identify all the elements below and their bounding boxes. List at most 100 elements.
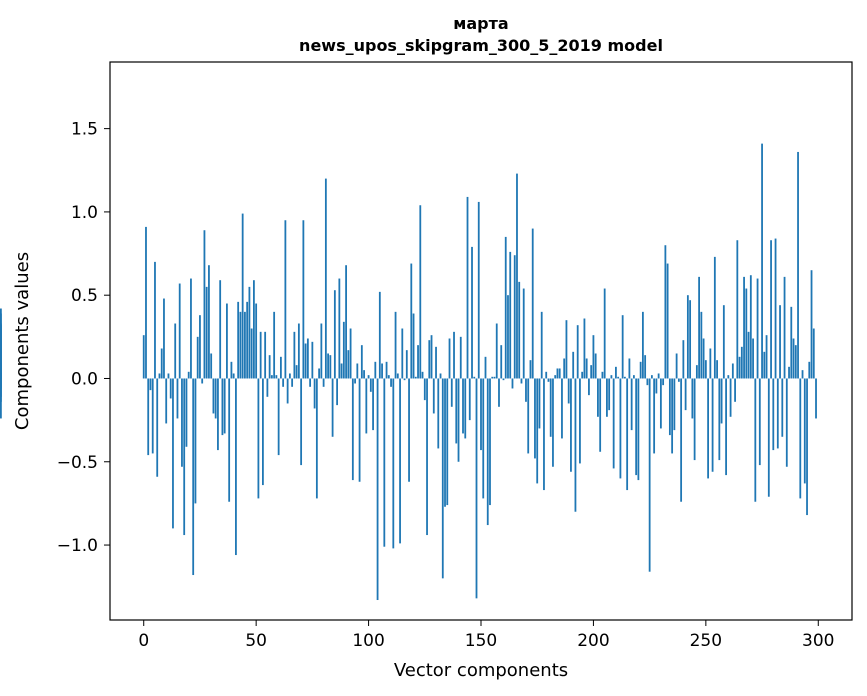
bar	[581, 371, 584, 379]
bar	[502, 378, 505, 381]
bar	[181, 378, 183, 467]
bar	[588, 378, 590, 396]
bar	[320, 323, 323, 379]
bar	[394, 311, 397, 379]
bar	[167, 373, 170, 379]
bar	[628, 358, 631, 379]
bar	[646, 378, 649, 386]
bar	[752, 338, 754, 379]
bar	[624, 376, 626, 379]
bar	[563, 358, 566, 379]
bar	[475, 378, 478, 599]
bar	[196, 336, 199, 379]
bar	[657, 373, 660, 379]
bar	[291, 378, 294, 387]
bar	[785, 378, 788, 467]
bar	[668, 378, 671, 436]
bar	[538, 378, 541, 429]
bar	[288, 373, 291, 379]
bar	[374, 361, 377, 379]
bar	[653, 378, 656, 454]
bar	[722, 305, 725, 379]
bar	[250, 328, 253, 379]
bars-group	[0, 143, 817, 601]
bar	[610, 375, 613, 379]
bar	[711, 378, 714, 472]
bar	[648, 378, 651, 572]
bar	[160, 348, 163, 379]
bar	[626, 378, 629, 491]
bar	[270, 375, 273, 379]
y-tick-label: 1.5	[71, 120, 98, 140]
bar	[324, 178, 327, 379]
bar	[453, 331, 455, 379]
bar	[342, 321, 345, 379]
bar	[187, 371, 190, 379]
bar	[617, 376, 620, 379]
bar	[743, 276, 745, 379]
bar	[579, 378, 581, 464]
bar	[0, 313, 2, 379]
bar	[803, 378, 806, 484]
x-axis-ticks: 0 50 100 150 200 250 300	[138, 620, 834, 651]
bar	[405, 350, 408, 379]
bar	[549, 378, 552, 437]
bar	[455, 378, 458, 444]
bar	[214, 378, 217, 419]
bar	[228, 378, 231, 502]
bar	[682, 340, 685, 379]
bar	[504, 236, 507, 379]
bar	[666, 263, 669, 379]
bar	[205, 286, 208, 379]
bar	[203, 230, 206, 379]
bar	[212, 378, 215, 414]
bar	[403, 378, 406, 381]
bar	[480, 378, 482, 451]
bar	[419, 205, 422, 379]
bar	[630, 378, 633, 431]
x-axis-label: Vector components	[394, 660, 568, 681]
bar	[421, 371, 424, 379]
bar	[522, 288, 525, 379]
bar	[788, 366, 790, 379]
bar	[338, 278, 341, 379]
bar	[516, 173, 518, 379]
bar	[178, 283, 181, 379]
y-tick-label: 0.0	[71, 369, 98, 389]
bar	[713, 256, 716, 379]
x-tick-label: 100	[352, 631, 384, 651]
bar	[273, 311, 276, 379]
x-tick-label: 0	[138, 631, 149, 651]
y-axis-label: Components values	[12, 252, 33, 430]
bar	[241, 213, 244, 379]
bar	[740, 346, 743, 379]
bar	[772, 378, 775, 451]
bar	[812, 328, 815, 379]
bar	[194, 378, 197, 504]
bar	[498, 378, 500, 407]
bar	[680, 378, 683, 502]
bar	[201, 378, 204, 384]
bar	[486, 378, 489, 526]
bar	[520, 378, 523, 384]
bar	[725, 378, 727, 476]
bar	[208, 265, 210, 379]
bar	[673, 378, 676, 431]
bar	[363, 370, 365, 379]
x-tick-label: 300	[802, 631, 834, 651]
bar	[466, 196, 469, 379]
x-tick-label: 50	[245, 631, 267, 651]
bar	[641, 311, 644, 379]
bar	[619, 378, 622, 479]
bar	[435, 346, 437, 379]
bar	[147, 378, 150, 456]
bar	[729, 378, 732, 417]
bar	[309, 378, 312, 387]
bar	[695, 365, 698, 379]
bar	[210, 353, 213, 379]
bar	[583, 318, 586, 379]
bar	[315, 378, 318, 499]
bar	[387, 375, 390, 379]
bar	[603, 288, 606, 379]
